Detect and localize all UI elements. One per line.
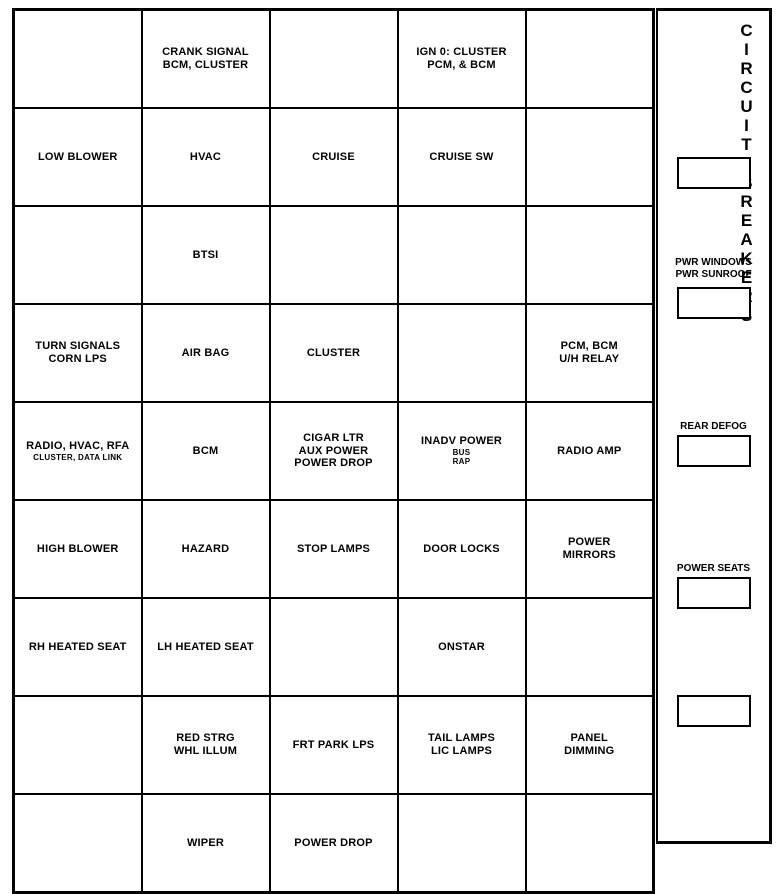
fuse-cell bbox=[526, 10, 654, 109]
fuse-cell bbox=[398, 206, 526, 304]
fuse-cell: HAZARD bbox=[142, 500, 270, 598]
fuse-cell: CIGAR LTR AUX POWER POWER DROP bbox=[270, 402, 398, 500]
fuse-cell: HIGH BLOWER bbox=[14, 500, 142, 598]
fuse-cell bbox=[14, 206, 142, 304]
fuse-cell bbox=[526, 206, 654, 304]
fuse-table: CRANK SIGNAL BCM, CLUSTER IGN 0: CLUSTER … bbox=[12, 8, 655, 894]
fuse-cell bbox=[270, 598, 398, 696]
fuse-cell: TURN SIGNALS CORN LPS bbox=[14, 304, 142, 402]
fuse-cell: RADIO AMP bbox=[526, 402, 654, 500]
fuse-cell bbox=[14, 10, 142, 109]
breaker-slot bbox=[677, 435, 751, 467]
fuse-cell: LOW BLOWER bbox=[14, 108, 142, 206]
fuse-cell: FRT PARK LPS bbox=[270, 696, 398, 794]
fuse-cell: POWER MIRRORS bbox=[526, 500, 654, 598]
breaker-slot bbox=[677, 695, 751, 727]
breaker-slot bbox=[677, 287, 751, 319]
fuse-cell: STOP LAMPS bbox=[270, 500, 398, 598]
breaker-label: REAR DEFOG bbox=[658, 421, 769, 433]
fuse-cell bbox=[270, 206, 398, 304]
breaker-slot bbox=[677, 577, 751, 609]
fuse-cell: WIPER bbox=[142, 794, 270, 893]
fuse-cell: AIR BAG bbox=[142, 304, 270, 402]
breaker-label: POWER SEATS bbox=[658, 563, 769, 575]
fuse-cell bbox=[526, 108, 654, 206]
fuse-cell bbox=[526, 598, 654, 696]
fuse-cell: CRANK SIGNAL BCM, CLUSTER bbox=[142, 10, 270, 109]
fuse-cell: RED STRG WHL ILLUM bbox=[142, 696, 270, 794]
fuse-cell: PANEL DIMMING bbox=[526, 696, 654, 794]
fuse-cell bbox=[398, 304, 526, 402]
fuse-chart-diagram: CRANK SIGNAL BCM, CLUSTER IGN 0: CLUSTER … bbox=[0, 0, 784, 862]
fuse-cell: HVAC bbox=[142, 108, 270, 206]
fuse-cell: RH HEATED SEAT bbox=[14, 598, 142, 696]
fuse-cell: RADIO, HVAC, RFACLUSTER, DATA LINK bbox=[14, 402, 142, 500]
breaker-slot bbox=[677, 157, 751, 189]
fuse-cell: INADV POWERBUS RAP bbox=[398, 402, 526, 500]
fuse-cell bbox=[398, 794, 526, 893]
fuse-cell: POWER DROP bbox=[270, 794, 398, 893]
fuse-cell: CRUISE bbox=[270, 108, 398, 206]
fuse-cell bbox=[14, 794, 142, 893]
fuse-cell: PCM, BCM U/H RELAY bbox=[526, 304, 654, 402]
fuse-cell bbox=[270, 10, 398, 109]
circuit-breakers-panel: CIRCUIT BREAKERS PWR WINDOWS PWR SUNROOF… bbox=[656, 8, 772, 844]
fuse-cell bbox=[526, 794, 654, 893]
fuse-cell: IGN 0: CLUSTER PCM, & BCM bbox=[398, 10, 526, 109]
fuse-cell: CLUSTER bbox=[270, 304, 398, 402]
fuse-cell: BTSI bbox=[142, 206, 270, 304]
fuse-cell: TAIL LAMPS LIC LAMPS bbox=[398, 696, 526, 794]
breaker-label: PWR WINDOWS PWR SUNROOF bbox=[658, 257, 769, 280]
fuse-cell: LH HEATED SEAT bbox=[142, 598, 270, 696]
fuse-cell: DOOR LOCKS bbox=[398, 500, 526, 598]
fuse-cell: CRUISE SW bbox=[398, 108, 526, 206]
fuse-cell: ONSTAR bbox=[398, 598, 526, 696]
fuse-cell bbox=[14, 696, 142, 794]
fuse-cell: BCM bbox=[142, 402, 270, 500]
